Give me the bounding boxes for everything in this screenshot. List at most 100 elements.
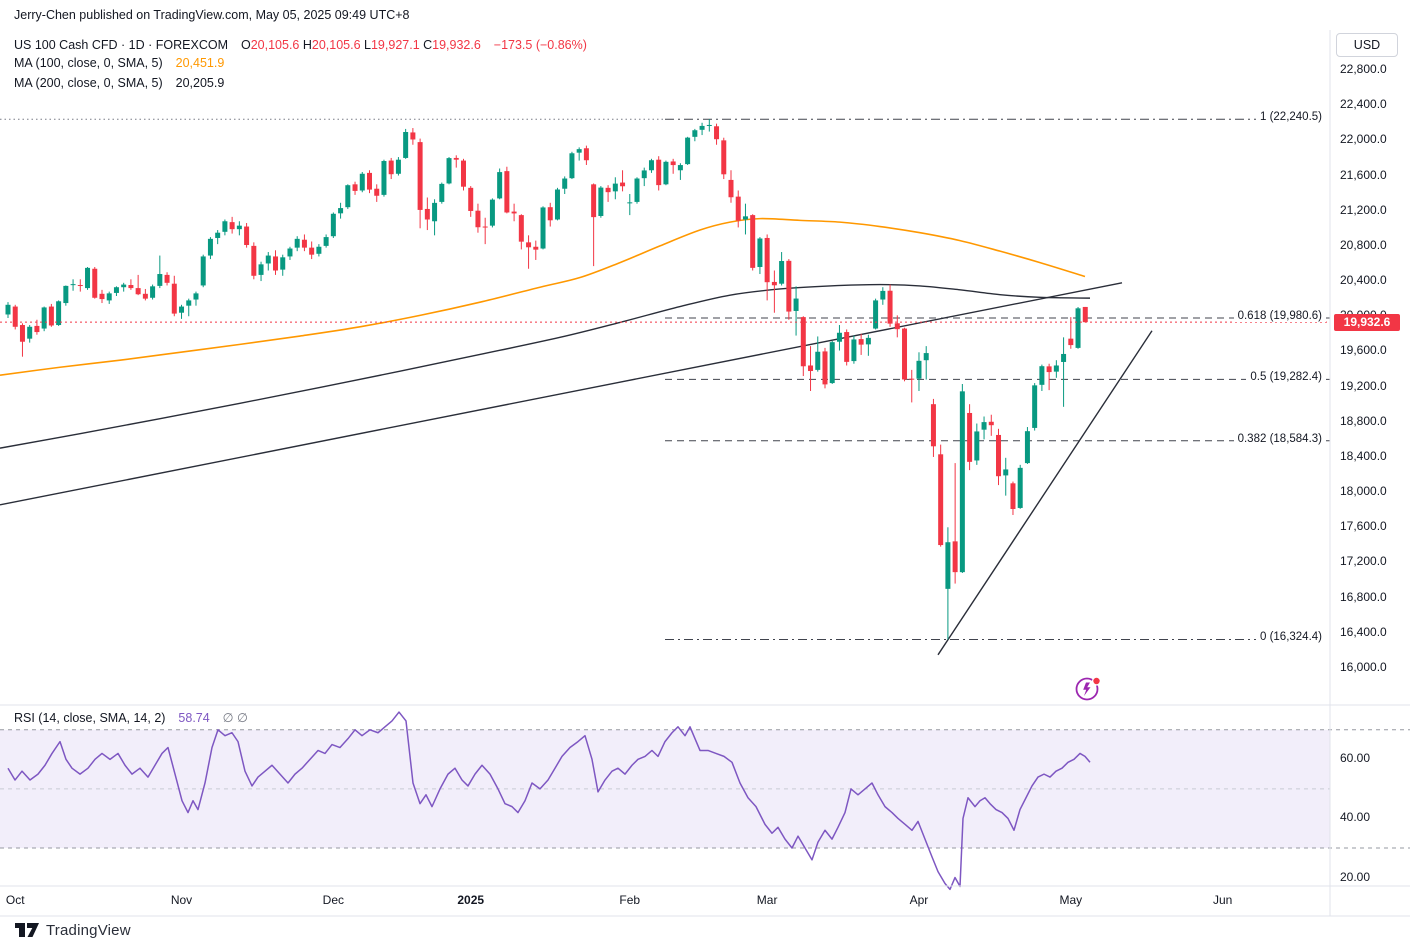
candle: [974, 431, 980, 461]
candle: [142, 293, 148, 299]
symbol-legend: US 100 Cash CFD · 1D · FOREXCOM O20,105.…: [14, 35, 587, 55]
candle: [967, 412, 973, 462]
candle: [598, 187, 604, 216]
candle: [822, 351, 828, 385]
ma100-line: [0, 217, 1086, 376]
price-axis[interactable]: [1330, 30, 1410, 705]
candle: [742, 216, 748, 220]
candle: [663, 161, 669, 185]
candle: [569, 153, 575, 179]
candle: [244, 226, 250, 246]
rsi-value: 58.74: [178, 711, 210, 725]
candle: [656, 159, 662, 186]
ohlc-value: 19,927.1: [370, 38, 424, 52]
candle: [1039, 366, 1045, 385]
candle: [468, 187, 474, 211]
candle: [540, 207, 546, 249]
candle: [1003, 469, 1009, 476]
candle: [70, 284, 76, 286]
last-price-badge[interactable]: 19,932.6: [1334, 314, 1400, 331]
time-axis[interactable]: [0, 886, 1330, 916]
candle: [945, 542, 951, 589]
timeframe-label[interactable]: 1D: [128, 38, 145, 52]
candle: [323, 237, 329, 246]
candle: [591, 184, 597, 218]
candle: [1046, 366, 1052, 373]
candle: [222, 221, 228, 232]
legend-separator-2: ·: [148, 38, 153, 52]
candle: [207, 238, 213, 256]
candle: [41, 307, 47, 329]
candle: [135, 288, 141, 295]
candle: [417, 142, 423, 210]
candle: [634, 178, 640, 202]
candle: [851, 339, 857, 362]
candle: [771, 281, 777, 286]
candle: [865, 337, 871, 345]
candle: [518, 215, 524, 242]
ma100-legend: MA (100, close, 0, SMA, 5) 20,451.9: [14, 56, 224, 70]
candle: [475, 210, 481, 228]
candle: [1068, 338, 1074, 346]
candle: [692, 130, 698, 137]
candle: [714, 126, 720, 140]
candle: [902, 328, 908, 380]
candle: [273, 256, 279, 271]
candle: [648, 160, 654, 171]
candle: [460, 160, 466, 187]
candle: [157, 274, 163, 286]
candle: [887, 290, 893, 324]
rsi-label: RSI (14, close, SMA, 14, 2): [14, 711, 166, 725]
candle: [504, 171, 510, 213]
candle: [489, 199, 495, 226]
ma100-value: 20,451.9: [175, 56, 225, 70]
candle: [27, 326, 33, 339]
candle: [251, 245, 257, 276]
rsi-axis[interactable]: [1330, 705, 1410, 885]
candle: [728, 179, 734, 198]
candle: [338, 208, 344, 214]
candle: [627, 202, 633, 204]
candle: [526, 242, 532, 248]
candle: [113, 287, 119, 293]
candle: [938, 454, 944, 546]
candle: [374, 188, 380, 196]
candle: [836, 332, 842, 342]
tradingview-logo-icon: [15, 923, 39, 937]
ohlc-value: 20,105.6: [250, 38, 303, 52]
rsi-legend: RSI (14, close, SMA, 14, 2) 58.74 ∅ ∅: [14, 710, 248, 725]
candle: [909, 378, 915, 380]
candle: [186, 300, 192, 306]
candle: [164, 274, 170, 283]
boost-button[interactable]: [1071, 672, 1107, 706]
steep-recovery-line[interactable]: [937, 330, 1153, 656]
candle: [808, 365, 814, 372]
candle: [359, 173, 365, 191]
candle: [258, 264, 264, 275]
long-support-line[interactable]: [0, 282, 1123, 506]
candle: [345, 185, 351, 208]
candle: [677, 165, 683, 171]
brand-footer[interactable]: TradingView: [14, 920, 131, 940]
candle: [48, 306, 54, 326]
candle: [215, 232, 221, 238]
currency-button[interactable]: USD: [1336, 33, 1398, 57]
symbol-title[interactable]: US 100 Cash CFD: [14, 38, 118, 52]
ma100-label: MA (100, close, 0, SMA, 5): [14, 56, 163, 70]
ma200-line: [0, 283, 1091, 449]
ohlc-key: L: [364, 38, 371, 52]
rsi-line: [7, 711, 1091, 891]
candle: [99, 293, 105, 300]
candle: [800, 317, 806, 367]
candle: [1053, 365, 1059, 372]
candle: [85, 267, 91, 289]
candle: [432, 202, 438, 222]
candle: [533, 246, 539, 250]
candle: [670, 161, 676, 166]
candle: [309, 247, 315, 255]
candle: [923, 353, 929, 361]
candle: [829, 342, 835, 384]
candle: [706, 124, 712, 126]
candle: [5, 304, 11, 315]
